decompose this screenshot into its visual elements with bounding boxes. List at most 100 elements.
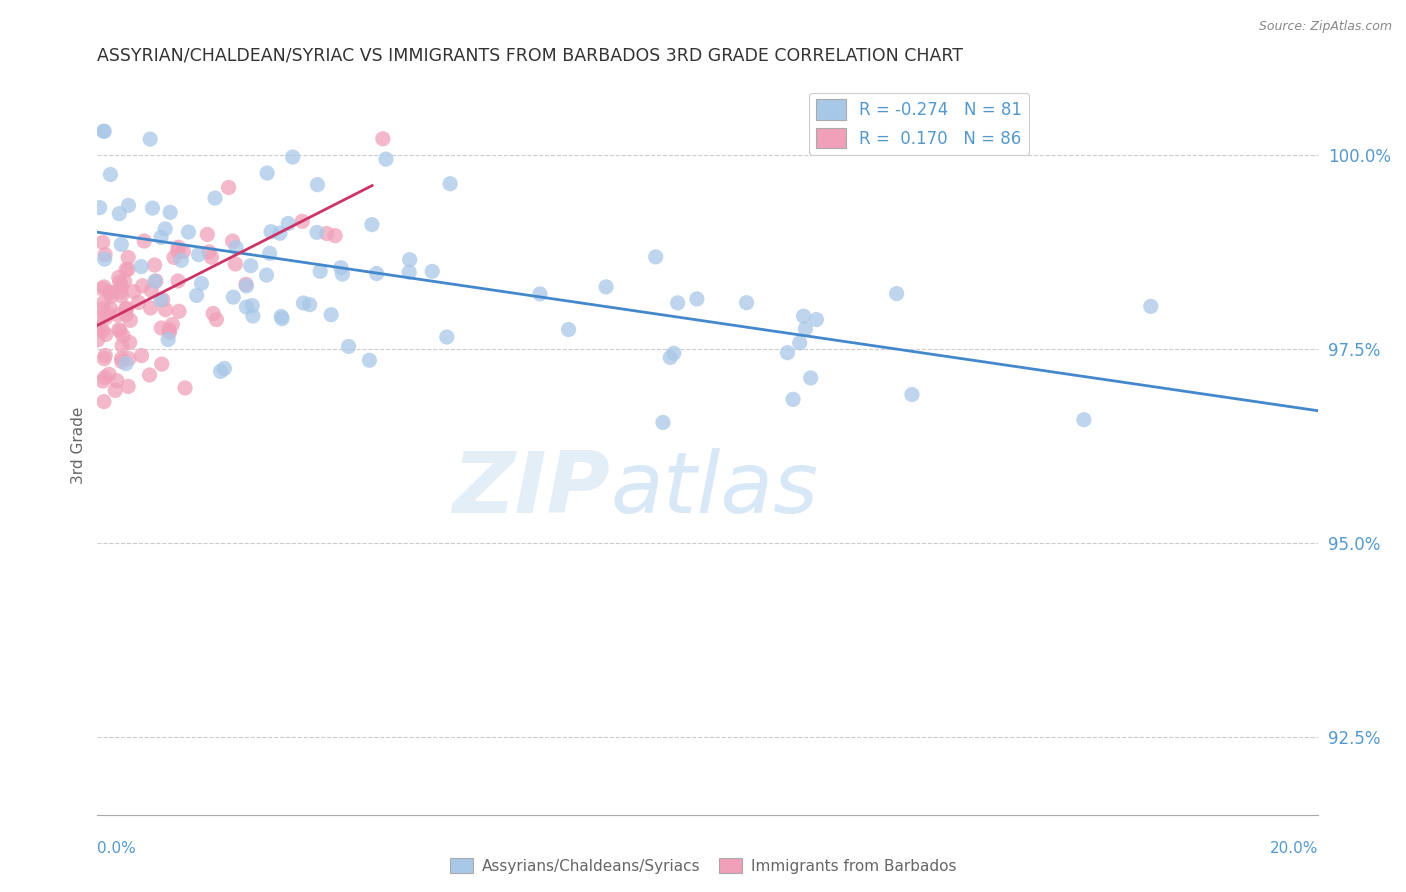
Legend: R = -0.274   N = 81, R =  0.170   N = 86: R = -0.274 N = 81, R = 0.170 N = 86: [810, 93, 1029, 155]
Point: [100, 301, 122, 316]
Point: [131, 278, 153, 293]
Point: [108, 207, 131, 221]
Point: [359, 353, 381, 368]
Point: [776, 345, 799, 359]
Point: [108, 322, 131, 336]
Text: 20.0%: 20.0%: [1270, 841, 1319, 856]
Point: [115, 308, 138, 322]
Point: [94, 247, 117, 261]
Point: [93, 252, 115, 266]
Point: [157, 323, 180, 337]
Point: [366, 267, 388, 281]
Point: [375, 152, 398, 166]
Point: [177, 225, 200, 239]
Text: ZIP: ZIP: [453, 449, 610, 532]
Point: [112, 328, 135, 343]
Point: [291, 214, 314, 228]
Point: [149, 293, 172, 307]
Point: [735, 295, 758, 310]
Point: [277, 217, 299, 231]
Point: [886, 286, 908, 301]
Point: [239, 259, 262, 273]
Point: [108, 324, 131, 338]
Point: [167, 240, 190, 254]
Point: [186, 288, 208, 302]
Point: [118, 335, 141, 350]
Point: [307, 178, 329, 192]
Point: [94, 348, 117, 362]
Point: [329, 260, 352, 275]
Point: [644, 250, 666, 264]
Point: [321, 308, 343, 322]
Point: [91, 235, 114, 250]
Point: [93, 296, 115, 310]
Point: [117, 198, 139, 212]
Point: [145, 274, 167, 288]
Point: [337, 339, 360, 353]
Point: [240, 299, 263, 313]
Point: [111, 339, 134, 353]
Point: [107, 270, 129, 285]
Point: [789, 335, 811, 350]
Point: [235, 300, 257, 314]
Point: [100, 289, 122, 303]
Point: [120, 313, 142, 327]
Point: [195, 227, 218, 242]
Point: [117, 262, 139, 277]
Point: [97, 306, 120, 320]
Point: [439, 177, 461, 191]
Point: [315, 227, 337, 241]
Point: [150, 357, 173, 371]
Point: [110, 285, 132, 299]
Point: [94, 370, 117, 384]
Point: [97, 368, 120, 382]
Point: [110, 351, 132, 366]
Point: [155, 222, 177, 236]
Point: [222, 290, 245, 304]
Point: [139, 132, 162, 146]
Point: [901, 387, 924, 401]
Point: [800, 371, 823, 385]
Point: [271, 311, 294, 326]
Point: [138, 368, 160, 382]
Point: [129, 260, 152, 274]
Point: [242, 309, 264, 323]
Text: ASSYRIAN/CHALDEAN/SYRIAC VS IMMIGRANTS FROM BARBADOS 3RD GRADE CORRELATION CHART: ASSYRIAN/CHALDEAN/SYRIAC VS IMMIGRANTS F…: [97, 46, 963, 64]
Point: [94, 327, 117, 342]
Text: atlas: atlas: [610, 449, 818, 532]
Point: [170, 253, 193, 268]
Point: [167, 274, 190, 288]
Point: [218, 180, 240, 194]
Legend: Assyrians/Chaldeans/Syriacs, Immigrants from Barbados: Assyrians/Chaldeans/Syriacs, Immigrants …: [443, 852, 963, 880]
Point: [108, 275, 131, 289]
Point: [117, 251, 139, 265]
Point: [361, 218, 384, 232]
Point: [110, 289, 132, 303]
Point: [152, 293, 174, 307]
Point: [204, 191, 226, 205]
Point: [127, 295, 149, 310]
Point: [115, 357, 138, 371]
Point: [529, 287, 551, 301]
Point: [398, 252, 420, 267]
Point: [202, 306, 225, 320]
Point: [100, 285, 122, 300]
Point: [117, 379, 139, 393]
Y-axis label: 3rd Grade: 3rd Grade: [72, 407, 86, 484]
Point: [93, 124, 115, 138]
Point: [98, 285, 121, 300]
Point: [557, 322, 579, 336]
Point: [174, 381, 197, 395]
Point: [167, 304, 190, 318]
Point: [162, 318, 184, 332]
Point: [143, 274, 166, 288]
Point: [420, 264, 443, 278]
Point: [806, 312, 828, 326]
Point: [89, 201, 111, 215]
Point: [141, 201, 163, 215]
Point: [198, 244, 221, 259]
Point: [666, 296, 689, 310]
Point: [87, 321, 110, 335]
Point: [100, 168, 122, 182]
Point: [298, 298, 321, 312]
